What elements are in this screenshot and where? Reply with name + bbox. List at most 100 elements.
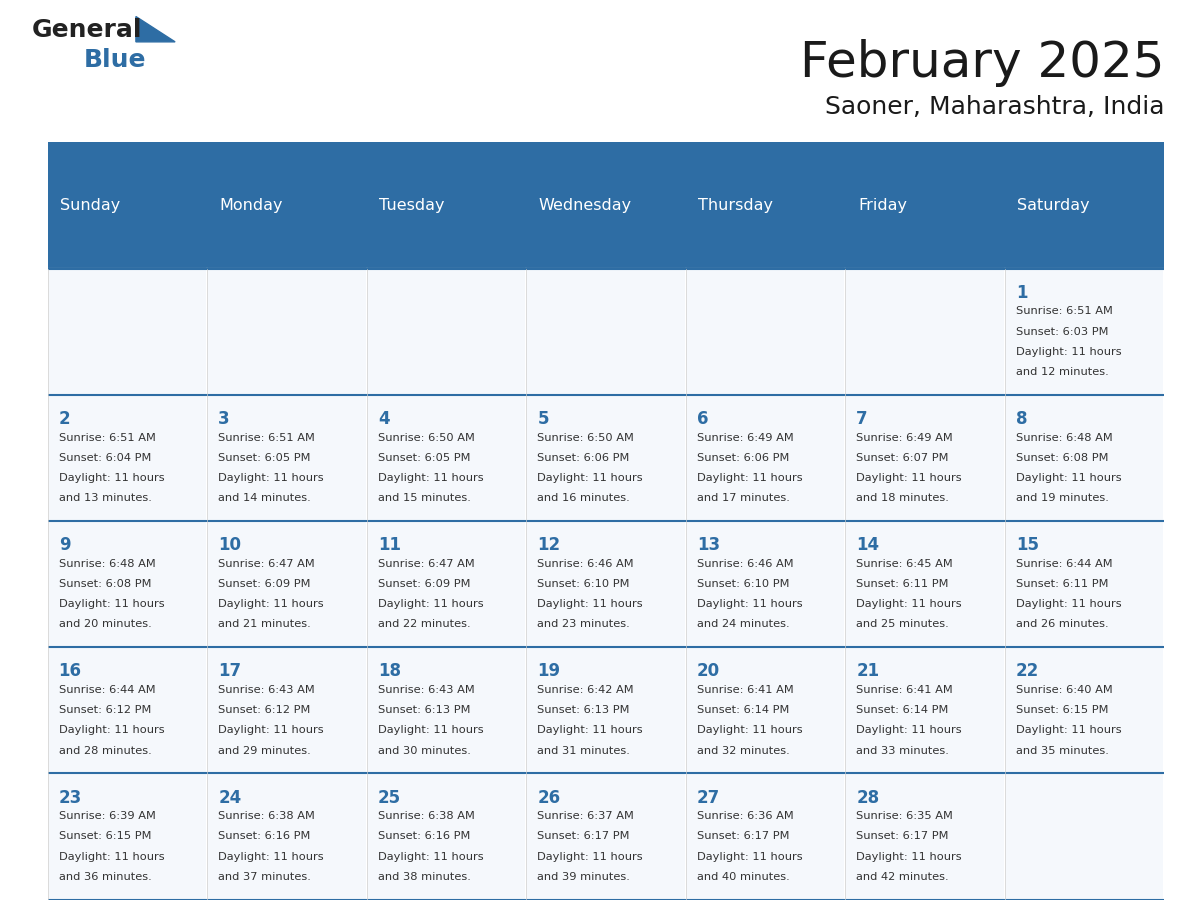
Text: and 15 minutes.: and 15 minutes.	[378, 493, 470, 503]
Text: 6: 6	[697, 409, 708, 428]
Text: Sunset: 6:04 PM: Sunset: 6:04 PM	[58, 453, 151, 463]
FancyBboxPatch shape	[845, 395, 1005, 521]
Text: and 23 minutes.: and 23 minutes.	[537, 620, 630, 630]
Text: Sunrise: 6:41 AM: Sunrise: 6:41 AM	[857, 685, 953, 695]
Text: 21: 21	[857, 663, 879, 680]
Text: and 40 minutes.: and 40 minutes.	[697, 872, 790, 882]
FancyBboxPatch shape	[845, 142, 1005, 269]
Text: 26: 26	[537, 789, 561, 807]
FancyBboxPatch shape	[48, 395, 207, 521]
Text: Daylight: 11 hours: Daylight: 11 hours	[219, 473, 324, 483]
Text: 12: 12	[537, 536, 561, 554]
Text: Friday: Friday	[858, 198, 906, 213]
Text: 18: 18	[378, 663, 400, 680]
Text: 27: 27	[697, 789, 720, 807]
Text: Sunset: 6:08 PM: Sunset: 6:08 PM	[58, 579, 151, 589]
Text: 14: 14	[857, 536, 879, 554]
Text: 2: 2	[58, 409, 70, 428]
Text: and 13 minutes.: and 13 minutes.	[58, 493, 152, 503]
Text: Sunset: 6:15 PM: Sunset: 6:15 PM	[58, 832, 151, 842]
FancyBboxPatch shape	[48, 142, 207, 269]
Text: General: General	[31, 17, 141, 42]
FancyBboxPatch shape	[1005, 142, 1164, 269]
Text: 16: 16	[58, 663, 82, 680]
Text: and 33 minutes.: and 33 minutes.	[857, 745, 949, 756]
Text: 19: 19	[537, 663, 561, 680]
Text: Daylight: 11 hours: Daylight: 11 hours	[537, 599, 643, 610]
FancyBboxPatch shape	[526, 521, 685, 647]
FancyBboxPatch shape	[1005, 773, 1164, 900]
Text: and 25 minutes.: and 25 minutes.	[857, 620, 949, 630]
FancyBboxPatch shape	[48, 773, 207, 900]
FancyBboxPatch shape	[207, 269, 367, 395]
Text: Daylight: 11 hours: Daylight: 11 hours	[857, 852, 962, 862]
Text: Daylight: 11 hours: Daylight: 11 hours	[697, 852, 802, 862]
Text: Daylight: 11 hours: Daylight: 11 hours	[58, 473, 164, 483]
Text: Daylight: 11 hours: Daylight: 11 hours	[697, 599, 802, 610]
Text: 5: 5	[537, 409, 549, 428]
Text: Daylight: 11 hours: Daylight: 11 hours	[1016, 473, 1121, 483]
Text: Sunrise: 6:51 AM: Sunrise: 6:51 AM	[1016, 307, 1113, 317]
Text: and 12 minutes.: and 12 minutes.	[1016, 367, 1108, 377]
FancyBboxPatch shape	[1005, 647, 1164, 773]
Text: Sunset: 6:08 PM: Sunset: 6:08 PM	[1016, 453, 1108, 463]
Text: Sunset: 6:05 PM: Sunset: 6:05 PM	[219, 453, 311, 463]
Text: and 30 minutes.: and 30 minutes.	[378, 745, 470, 756]
Text: 8: 8	[1016, 409, 1028, 428]
Text: Sunrise: 6:44 AM: Sunrise: 6:44 AM	[1016, 559, 1112, 569]
Text: Sunset: 6:12 PM: Sunset: 6:12 PM	[58, 705, 151, 715]
FancyBboxPatch shape	[367, 142, 526, 269]
FancyBboxPatch shape	[685, 647, 845, 773]
FancyBboxPatch shape	[845, 773, 1005, 900]
FancyBboxPatch shape	[367, 521, 526, 647]
Text: Daylight: 11 hours: Daylight: 11 hours	[58, 725, 164, 735]
Text: and 39 minutes.: and 39 minutes.	[537, 872, 630, 882]
Text: 3: 3	[219, 409, 229, 428]
Text: 10: 10	[219, 536, 241, 554]
FancyBboxPatch shape	[526, 647, 685, 773]
Text: Tuesday: Tuesday	[379, 198, 444, 213]
Text: 7: 7	[857, 409, 868, 428]
Text: Daylight: 11 hours: Daylight: 11 hours	[219, 725, 324, 735]
Text: Sunrise: 6:46 AM: Sunrise: 6:46 AM	[537, 559, 634, 569]
Text: and 20 minutes.: and 20 minutes.	[58, 620, 151, 630]
Text: Daylight: 11 hours: Daylight: 11 hours	[537, 852, 643, 862]
Text: and 28 minutes.: and 28 minutes.	[58, 745, 151, 756]
Text: Sunrise: 6:39 AM: Sunrise: 6:39 AM	[58, 812, 156, 822]
Text: Sunset: 6:14 PM: Sunset: 6:14 PM	[697, 705, 789, 715]
Text: 4: 4	[378, 409, 390, 428]
Text: Sunset: 6:11 PM: Sunset: 6:11 PM	[857, 579, 949, 589]
Text: Sunset: 6:09 PM: Sunset: 6:09 PM	[378, 579, 470, 589]
Polygon shape	[135, 17, 175, 42]
FancyBboxPatch shape	[1005, 269, 1164, 395]
Text: Sunset: 6:12 PM: Sunset: 6:12 PM	[219, 705, 310, 715]
Text: Daylight: 11 hours: Daylight: 11 hours	[58, 599, 164, 610]
Text: Sunrise: 6:41 AM: Sunrise: 6:41 AM	[697, 685, 794, 695]
FancyBboxPatch shape	[526, 773, 685, 900]
Text: 22: 22	[1016, 663, 1040, 680]
Text: Sunrise: 6:37 AM: Sunrise: 6:37 AM	[537, 812, 634, 822]
Text: and 26 minutes.: and 26 minutes.	[1016, 620, 1108, 630]
Text: 28: 28	[857, 789, 879, 807]
Text: Daylight: 11 hours: Daylight: 11 hours	[219, 599, 324, 610]
Text: Wednesday: Wednesday	[539, 198, 632, 213]
Text: and 14 minutes.: and 14 minutes.	[219, 493, 311, 503]
FancyBboxPatch shape	[845, 647, 1005, 773]
Text: Monday: Monday	[220, 198, 283, 213]
Text: 11: 11	[378, 536, 400, 554]
FancyBboxPatch shape	[526, 395, 685, 521]
Text: Sunset: 6:16 PM: Sunset: 6:16 PM	[219, 832, 310, 842]
Text: Sunrise: 6:47 AM: Sunrise: 6:47 AM	[378, 559, 474, 569]
Text: Daylight: 11 hours: Daylight: 11 hours	[58, 852, 164, 862]
Text: Sunset: 6:14 PM: Sunset: 6:14 PM	[857, 705, 949, 715]
Text: Daylight: 11 hours: Daylight: 11 hours	[378, 599, 484, 610]
Text: 20: 20	[697, 663, 720, 680]
Text: Sunrise: 6:48 AM: Sunrise: 6:48 AM	[1016, 432, 1113, 442]
Text: Daylight: 11 hours: Daylight: 11 hours	[857, 599, 962, 610]
Text: Daylight: 11 hours: Daylight: 11 hours	[697, 473, 802, 483]
Text: Sunset: 6:11 PM: Sunset: 6:11 PM	[1016, 579, 1108, 589]
Text: Sunrise: 6:43 AM: Sunrise: 6:43 AM	[219, 685, 315, 695]
FancyBboxPatch shape	[207, 521, 367, 647]
Text: Sunset: 6:13 PM: Sunset: 6:13 PM	[378, 705, 470, 715]
Text: Sunrise: 6:35 AM: Sunrise: 6:35 AM	[857, 812, 953, 822]
